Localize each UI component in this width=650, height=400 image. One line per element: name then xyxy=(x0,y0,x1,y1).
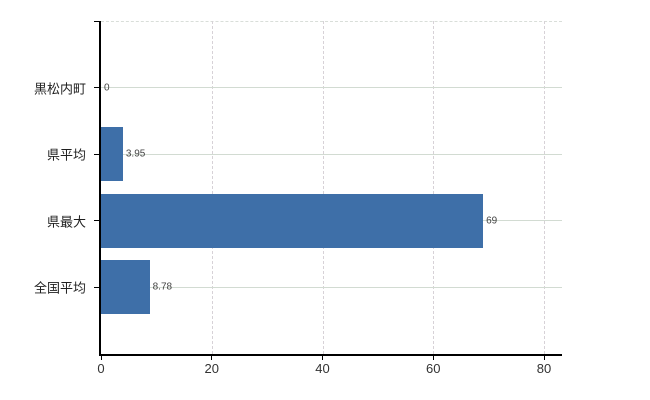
y-axis-tick xyxy=(94,21,99,22)
x-axis-tick-label: 60 xyxy=(426,361,441,376)
y-axis-tick xyxy=(94,286,99,288)
x-axis-tick-label: 20 xyxy=(204,361,219,376)
bar xyxy=(101,193,484,248)
x-axis-line xyxy=(99,354,562,356)
vertical-gridline xyxy=(433,21,435,354)
y-axis-tick xyxy=(94,153,99,155)
x-axis-tick xyxy=(211,356,213,360)
vertical-gridline xyxy=(322,21,324,354)
x-axis-tick xyxy=(322,356,323,360)
category-label: 黒松内町 xyxy=(33,81,86,97)
bar xyxy=(101,127,123,182)
x-axis-tick-label: 0 xyxy=(97,361,105,376)
category-label: 全国平均 xyxy=(33,280,86,296)
horizontal-gridline xyxy=(101,286,562,288)
x-axis-tick xyxy=(543,356,545,360)
y-axis-tick xyxy=(94,87,99,89)
vertical-gridline xyxy=(211,21,213,354)
bar-value-label: 8.78 xyxy=(152,281,173,293)
bar-value-label: 3.95 xyxy=(125,148,146,160)
vertical-gridline xyxy=(544,21,545,354)
x-axis-tick-label: 40 xyxy=(315,361,330,376)
y-axis-line xyxy=(99,21,101,356)
plot-top-gridline xyxy=(101,21,562,22)
category-label: 県最大 xyxy=(46,214,86,230)
bar xyxy=(101,260,150,315)
category-label: 県平均 xyxy=(46,147,86,163)
bar-value-label: 0 xyxy=(104,82,110,94)
y-axis-tick xyxy=(94,220,99,222)
x-axis-tick xyxy=(432,356,434,360)
x-axis-tick-label: 80 xyxy=(536,361,552,376)
bar-value-label: 69 xyxy=(486,215,498,227)
horizontal-gridline xyxy=(101,87,562,89)
horizontal-gridline xyxy=(101,153,562,155)
x-axis-tick xyxy=(100,356,102,360)
